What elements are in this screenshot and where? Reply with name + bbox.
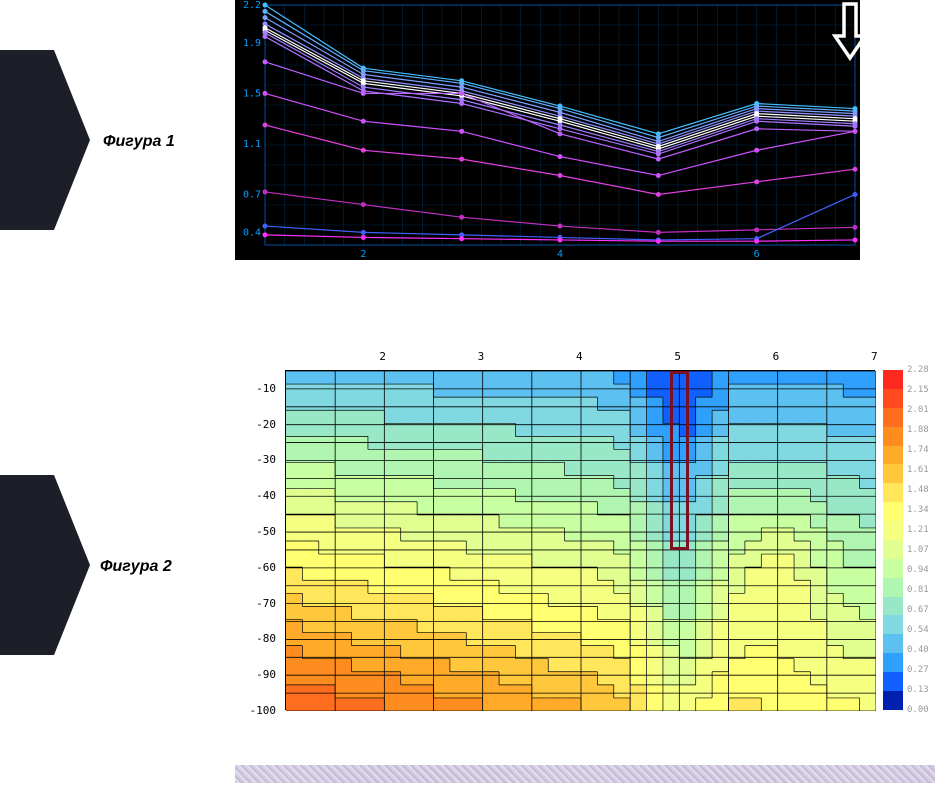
svg-text:1.5: 1.5: [243, 88, 261, 99]
line-chart-svg: 0.4 0.7 1.1 1.5 1.9 2.2 2 4 6: [235, 0, 860, 260]
svg-text:1.1: 1.1: [243, 139, 261, 150]
colorbar: [883, 370, 903, 710]
figure-1-label: Фигура 1: [103, 133, 175, 151]
colorbar-labels: 2.282.152.011.881.741.611.481.341.211.07…: [905, 370, 935, 710]
chevron-decor-1: [0, 50, 90, 230]
svg-text:0.7: 0.7: [243, 189, 261, 200]
svg-text:2.2: 2.2: [243, 0, 261, 11]
contour-plot-area: [285, 370, 875, 710]
svg-text:4: 4: [557, 249, 563, 260]
figure-1-line-chart: 0.4 0.7 1.1 1.5 1.9 2.2 2 4 6: [235, 0, 860, 260]
marker-box: [670, 371, 690, 550]
figure-2-contour-chart: 234567 -10-20-30-40-50-60-70-80-90-100 2…: [235, 350, 935, 730]
figure-2-label: Фигура 2: [100, 558, 172, 576]
svg-text:2: 2: [360, 249, 366, 260]
noise-strip: [235, 765, 935, 783]
chevron-decor-2: [0, 475, 90, 655]
svg-text:1.9: 1.9: [243, 38, 261, 49]
svg-text:0.4: 0.4: [243, 227, 261, 238]
contour-svg: [286, 371, 876, 711]
y-axis-ticks: -10-20-30-40-50-60-70-80-90-100: [235, 370, 280, 710]
x-axis-ticks: 234567: [285, 350, 875, 364]
down-arrow-icon: [831, 2, 869, 62]
svg-text:6: 6: [754, 249, 760, 260]
